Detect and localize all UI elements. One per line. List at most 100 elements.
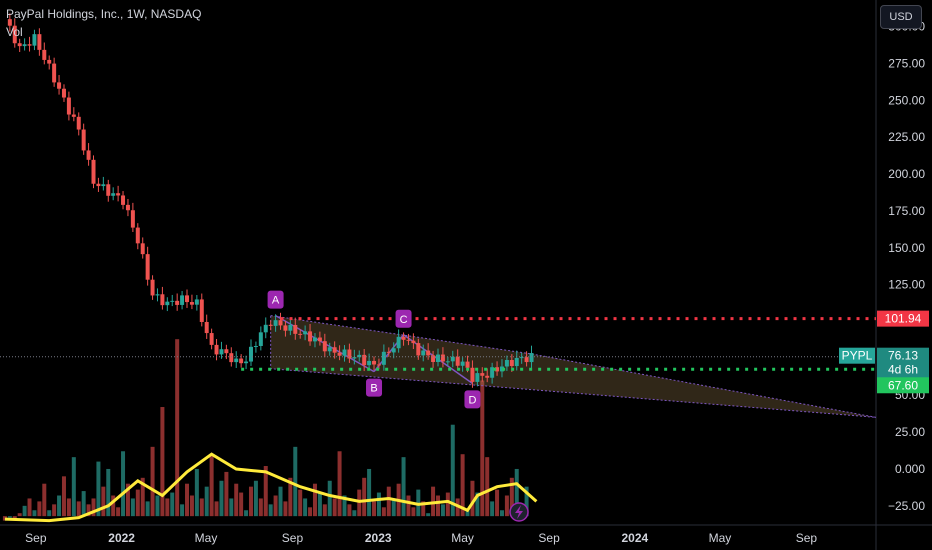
candle-body [219,349,224,355]
volume-bar [125,483,130,517]
candle-body [61,88,66,98]
time-tick-label: May [195,531,218,545]
time-tick-label: Sep [538,531,560,545]
volume-bar [224,471,229,517]
candle-body [312,337,317,342]
volume-bar [524,486,529,517]
volume-bar [470,480,475,517]
volume-bar [204,486,209,517]
volume-bar [185,483,190,517]
candle-body [111,193,116,196]
time-tick-label: May [709,531,732,545]
candle-body [495,367,500,372]
volume-bar [342,495,347,517]
candle-body [263,324,268,333]
candle-body [273,320,278,326]
volume-bar [140,477,145,517]
volume-bar [445,492,450,517]
candle-body [303,331,308,335]
volume-bar [76,501,81,517]
candle-body [332,347,337,353]
volume-bar [2,516,7,521]
volume-bar [37,501,42,517]
candle-body [431,355,436,362]
candle-body [204,321,209,334]
symbol-label: PYPL [842,349,873,363]
volume-bar [81,491,86,517]
volume-bar [490,501,495,517]
candle-body [229,353,234,363]
volume-bar [180,504,185,517]
volume-bar [460,454,465,517]
volume-bar [135,489,140,517]
volume-bar [480,380,485,517]
pattern-wedge [270,314,877,418]
volume-bar [376,492,381,517]
volume-bar [450,424,455,517]
candle-body [362,354,367,366]
candle-body [529,353,534,363]
price-tick-label: 200.00 [888,167,925,181]
pattern-point-badge [464,390,481,409]
volume-bar [288,477,293,517]
candle-body [66,97,71,115]
candles [7,13,534,388]
volume-bar [465,510,470,517]
candle-body [293,324,298,334]
candle-body [327,347,332,352]
volume-bar [96,461,101,517]
candle-body [347,349,352,359]
volume-ma-line [4,452,538,523]
candle-body [421,350,426,356]
volume-bar [150,446,155,517]
candle-body [189,302,194,305]
candle-body [391,348,396,353]
candle-body [234,358,239,363]
volume-bar [485,457,490,517]
time-axis[interactable]: Sep 2022 May Sep 2023 May Sep 2024 May Sep [25,531,817,545]
volume-bar [312,483,317,517]
candle-body [125,204,130,211]
candle-body [52,63,57,83]
pattern-point-label: C [400,314,408,326]
volume-bar [391,498,396,517]
volume-bar [303,498,308,517]
candle-body [416,343,421,356]
volume-bar [475,492,480,517]
candle-body [450,356,455,362]
candle-body [514,357,519,367]
time-tick-label: May [451,531,474,545]
candle-body [96,183,101,187]
candle-body [524,357,529,363]
lightning-icon[interactable] [509,502,529,522]
volume-bar [101,486,106,517]
volume-bar [130,498,135,517]
currency-button[interactable]: USD [880,5,922,29]
candle-body [160,294,165,306]
volume-bar [436,495,440,517]
pattern-point-badge [395,309,412,328]
candle-body [244,361,249,364]
candle-body [71,114,76,117]
candle-body [283,325,288,331]
support-price-label: 67.60 [888,378,918,392]
candle-body [322,341,327,352]
volume-bar [165,498,170,517]
candle-body [150,279,155,296]
price-axis[interactable]: 300.00275.00250.00225.00200.00175.00150.… [888,20,925,513]
volume-bar [514,468,519,517]
volume-bar [121,451,126,517]
candle-body [317,337,322,342]
candle-body [426,350,431,356]
volume-bar [66,498,71,517]
candle-body [209,333,214,345]
candle-body [37,34,42,50]
candle-body [7,19,12,26]
volume-indicator-label[interactable]: Vol [6,25,23,39]
candle-body [352,357,357,359]
candle-body [76,116,81,130]
candle-body [504,359,509,367]
candle-body [480,373,485,376]
candle-body [22,44,27,47]
